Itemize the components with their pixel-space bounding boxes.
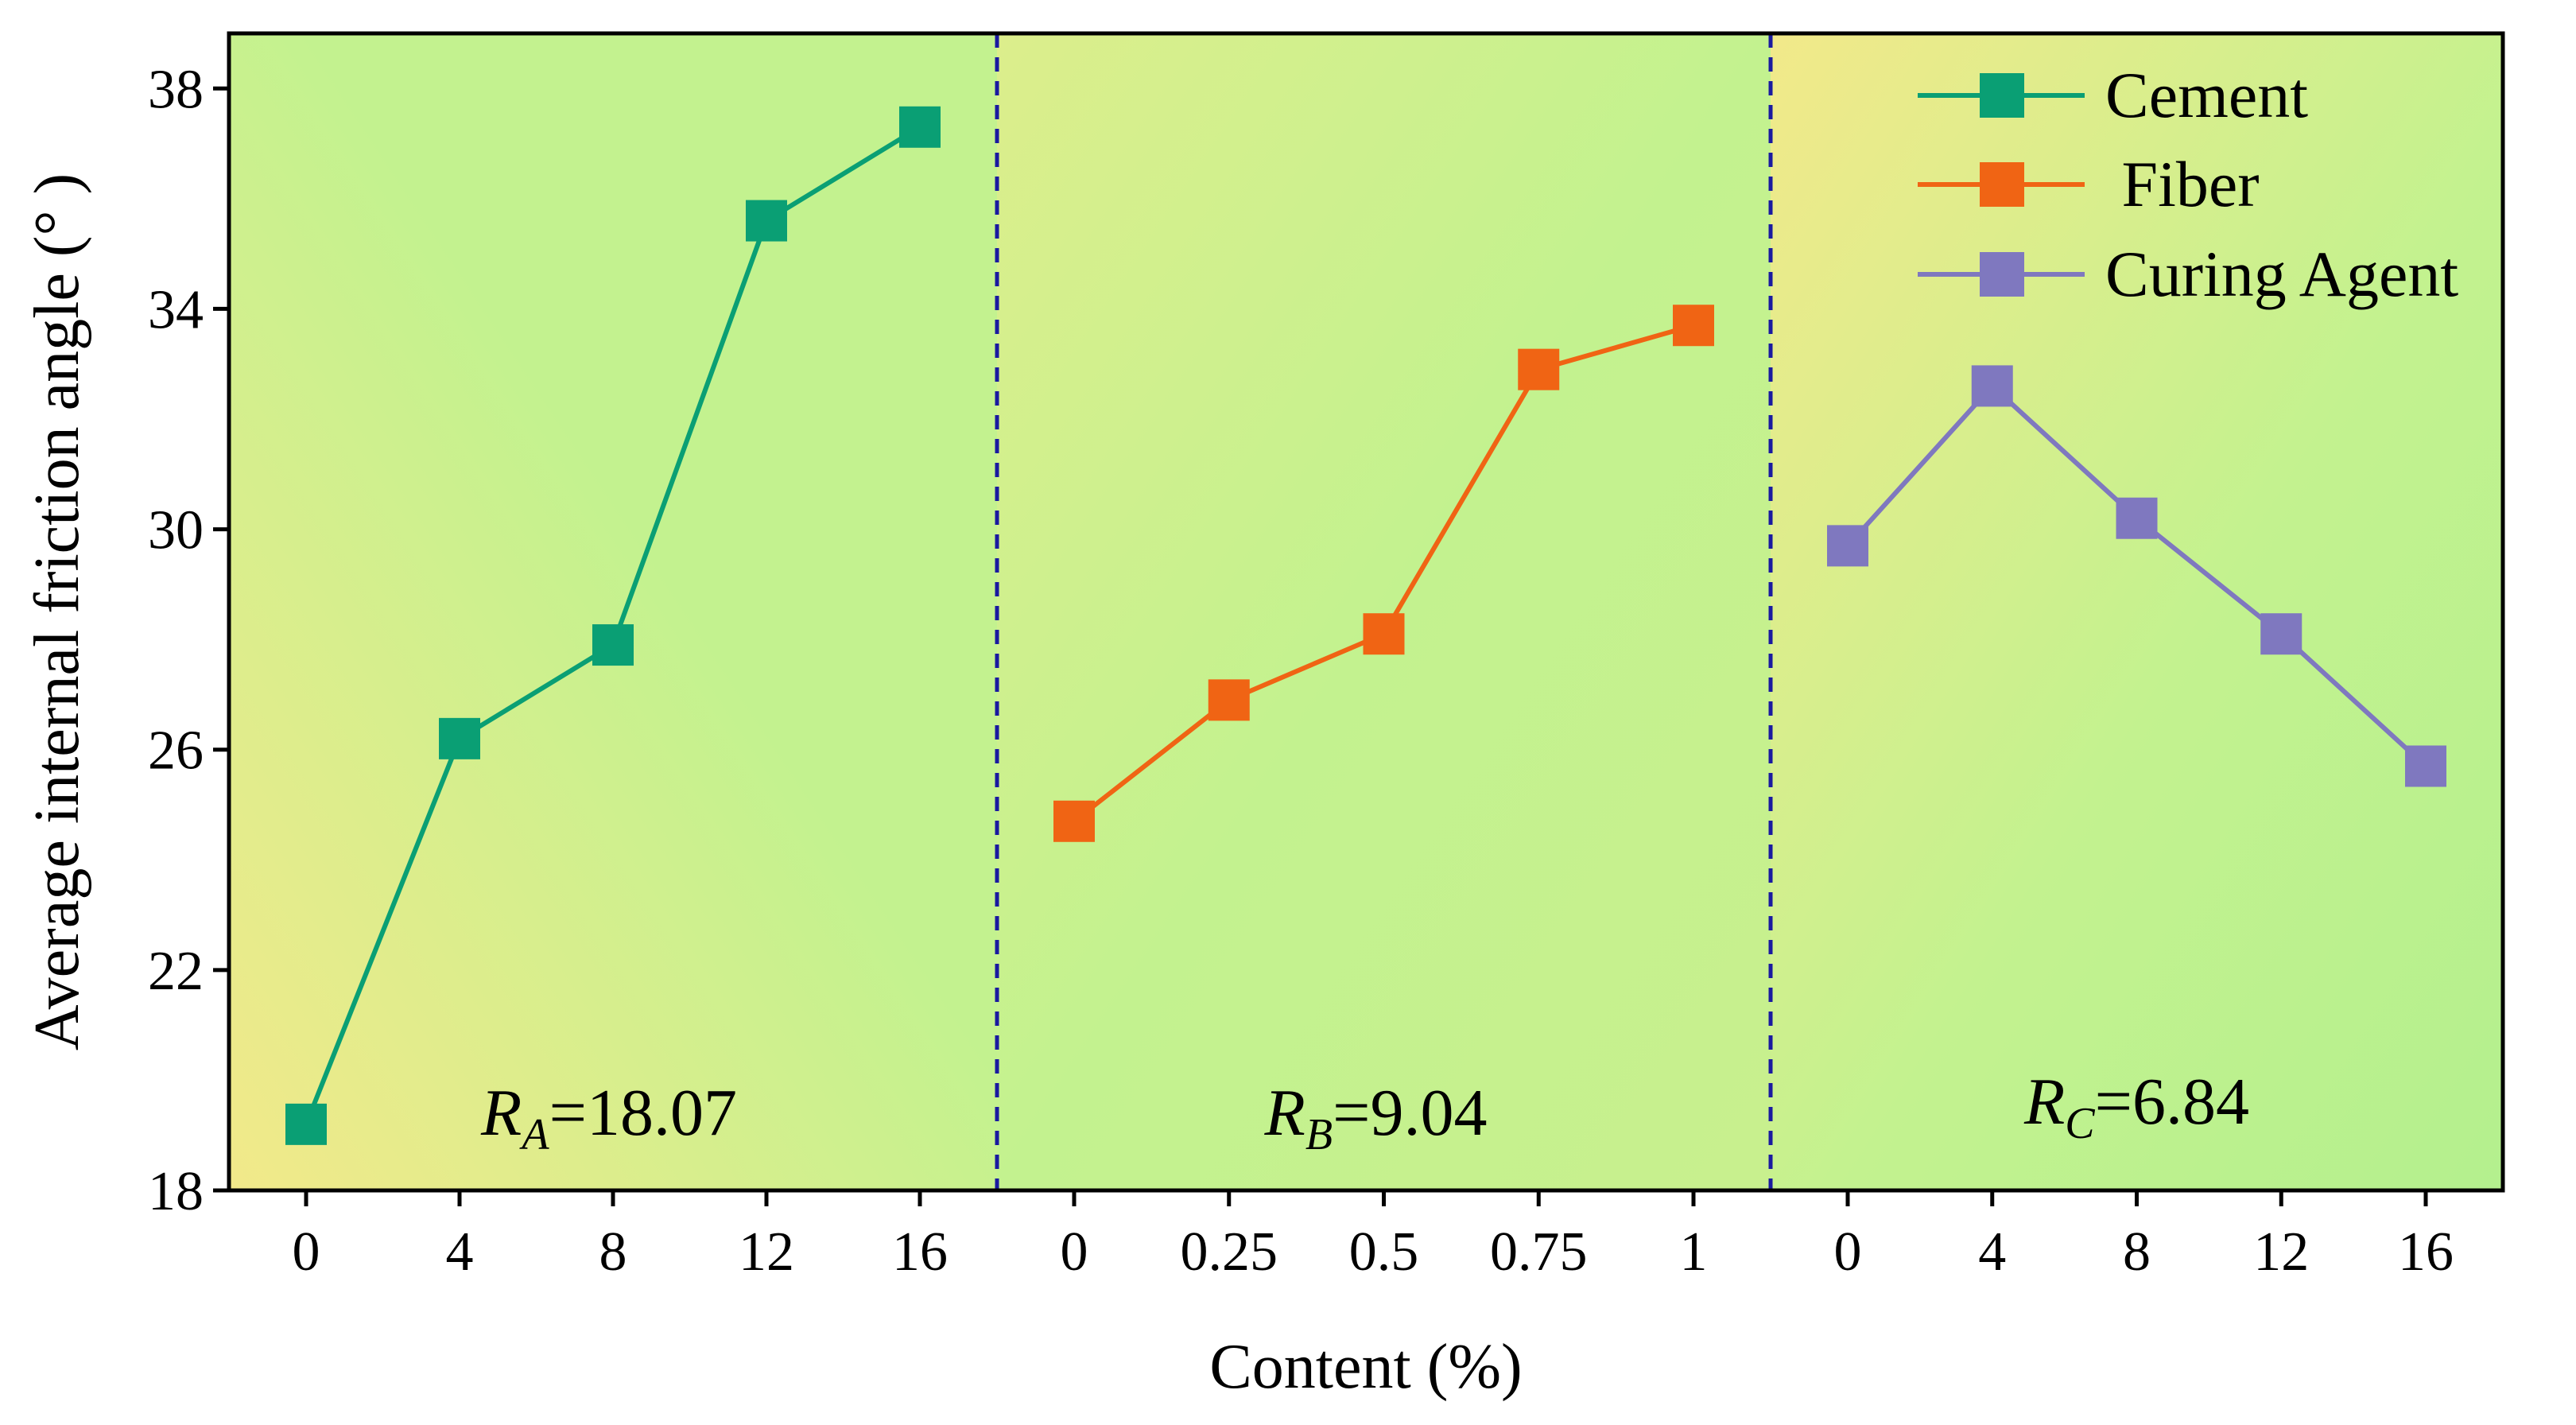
y-tick-label-4: 34 [148, 279, 204, 340]
data-point-fiber-2 [1363, 613, 1405, 655]
legend-label-1: Fiber [2105, 148, 2260, 220]
y-tick-label-2: 26 [148, 720, 204, 782]
annotation-symbol: R [2023, 1065, 2065, 1139]
x-tick-label-1-2: 0.5 [1349, 1221, 1419, 1283]
y-tick-label-5: 38 [148, 59, 204, 120]
data-point-curing-agent-2 [2116, 497, 2158, 539]
x-tick-label-0-2: 8 [599, 1221, 627, 1283]
legend-label-0: Cement [2105, 59, 2308, 131]
x-tick-label-2-4: 16 [2398, 1221, 2454, 1283]
legend-marker-0 [1980, 73, 2024, 118]
x-tick-label-2-0: 0 [1834, 1221, 1862, 1283]
data-point-fiber-3 [1518, 348, 1560, 390]
annotation-subscript: A [518, 1110, 549, 1159]
annotation-value: =9.04 [1333, 1076, 1487, 1150]
legend-marker-1 [1980, 162, 2024, 207]
x-tick-label-0-3: 12 [739, 1221, 794, 1283]
x-tick-label-0-0: 0 [293, 1221, 320, 1283]
annotation-symbol: R [480, 1076, 522, 1150]
y-tick-label-1: 22 [148, 941, 204, 1002]
panel-background-1 [997, 33, 1771, 1190]
panel-annotation-1: RB=9.04 [1264, 1076, 1488, 1159]
data-point-fiber-4 [1673, 305, 1714, 347]
x-tick-label-2-2: 8 [2123, 1221, 2151, 1283]
panel-annotation-2: RC=6.84 [2023, 1065, 2249, 1148]
data-point-cement-0 [285, 1103, 327, 1145]
legend-marker-2 [1980, 252, 2024, 297]
annotation-symbol: R [1264, 1076, 1305, 1150]
data-point-cement-4 [899, 106, 941, 148]
annotation-value: =18.07 [549, 1076, 737, 1150]
x-tick-label-1-1: 0.25 [1181, 1221, 1278, 1283]
data-point-curing-agent-4 [2405, 745, 2446, 787]
annotation-subscript: B [1305, 1110, 1333, 1159]
plot-frame [227, 31, 2505, 1193]
x-tick-label-1-4: 1 [1680, 1221, 1708, 1283]
y-tick-label-3: 30 [148, 500, 204, 561]
panel-background-0 [229, 33, 997, 1190]
x-axis-title: Content (%) [1209, 1332, 1522, 1402]
data-point-curing-agent-0 [1827, 525, 1868, 567]
annotation-subscript: C [2065, 1099, 2095, 1148]
panel-background-2 [1771, 33, 2503, 1190]
panel-annotation-0: RA=18.07 [480, 1076, 737, 1159]
x-tick-label-1-0: 0 [1061, 1221, 1088, 1283]
legend-label-2: Curing Agent [2105, 238, 2458, 310]
data-point-curing-agent-1 [1971, 365, 2013, 407]
x-tick-label-0-1: 4 [446, 1221, 474, 1283]
x-tick-label-2-3: 12 [2253, 1221, 2309, 1283]
data-point-cement-1 [439, 717, 480, 759]
data-point-fiber-0 [1053, 800, 1095, 842]
y-tick-label-0: 18 [148, 1161, 204, 1222]
data-point-curing-agent-3 [2260, 613, 2302, 655]
x-tick-label-0-4: 16 [892, 1221, 948, 1283]
data-point-fiber-1 [1208, 679, 1250, 721]
x-tick-label-1-3: 0.75 [1490, 1221, 1588, 1283]
data-point-cement-2 [592, 624, 634, 666]
annotation-value: =6.84 [2095, 1065, 2249, 1139]
data-point-cement-3 [746, 200, 787, 242]
y-axis-title: Average internal friction angle (° ) [22, 173, 92, 1050]
x-tick-label-2-1: 4 [1978, 1221, 2006, 1283]
